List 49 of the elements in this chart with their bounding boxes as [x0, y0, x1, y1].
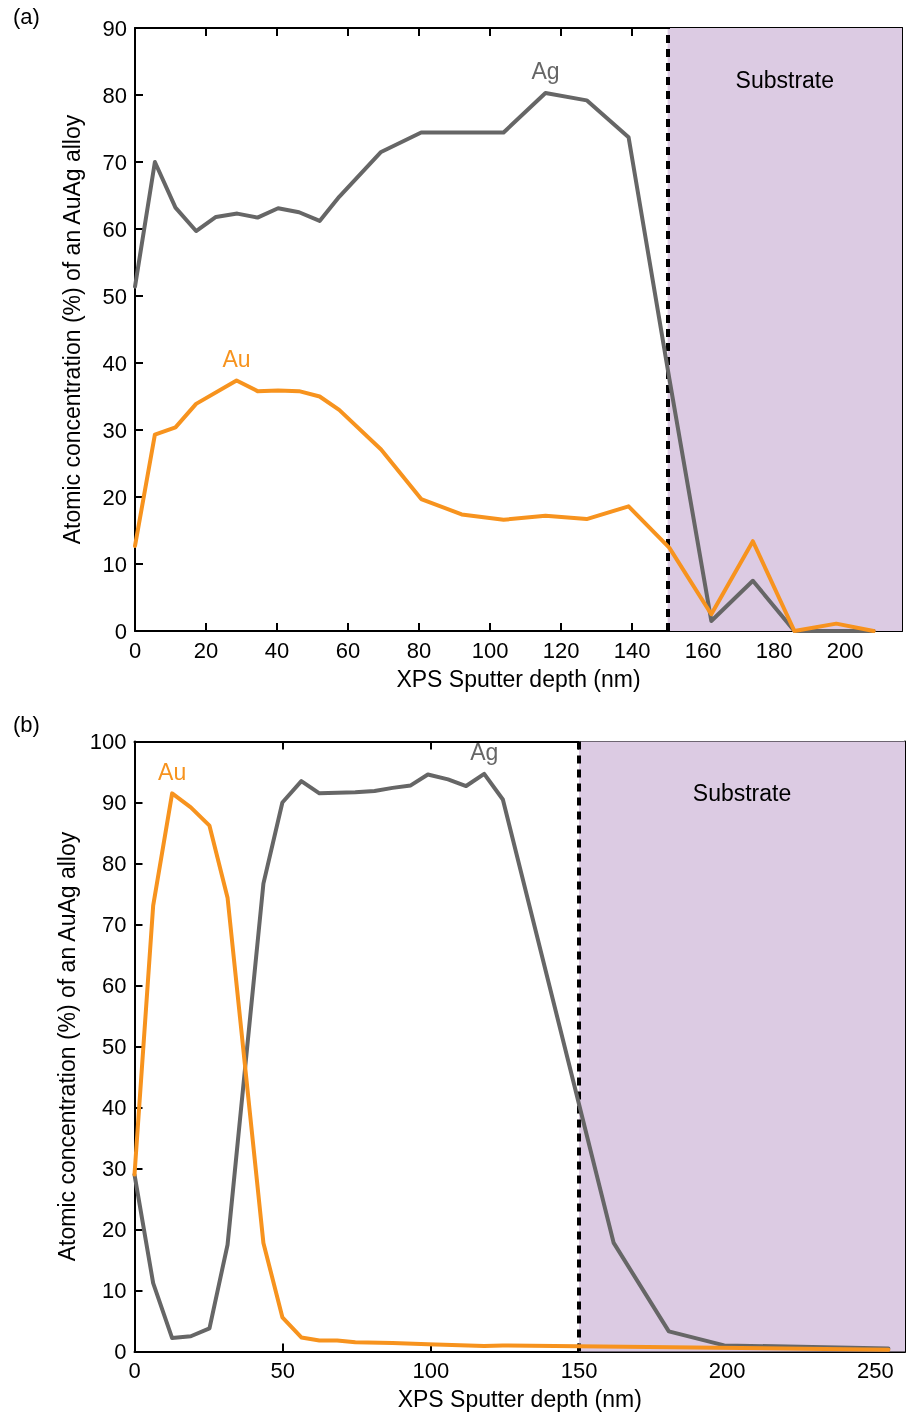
- x-tick-label: 180: [755, 637, 793, 663]
- x-tick-label: 150: [560, 1358, 598, 1383]
- x-tick-label: 140: [613, 637, 651, 663]
- x-tick-label: 40: [264, 637, 290, 663]
- y-axis-title: Atomic concentration (%) of an AuAg alloy: [54, 831, 81, 1262]
- y-tick-label: 50: [102, 1034, 127, 1059]
- band-label: Substrate: [735, 66, 835, 93]
- y-tick-label: 50: [102, 283, 127, 309]
- y-tick-label: 20: [102, 484, 127, 510]
- x-tick-label: 50: [270, 1358, 295, 1383]
- y-tick-label: 10: [102, 1278, 127, 1303]
- y-tick-label: 60: [102, 973, 127, 998]
- y-tick-label: 30: [102, 1156, 127, 1181]
- x-tick-label: 100: [471, 637, 509, 663]
- y-tick-label: 0: [114, 1339, 127, 1364]
- y-tick-label: 40: [102, 1095, 127, 1120]
- y-tick-label: 30: [102, 417, 127, 443]
- chart-title: (b): [13, 711, 40, 737]
- x-tick-label: 80: [406, 637, 432, 663]
- series-label: Ag: [531, 58, 560, 85]
- band-label: Substrate: [692, 780, 792, 806]
- y-tick-label: 100: [89, 729, 127, 754]
- x-axis-title: XPS Sputter depth (nm): [397, 1386, 642, 1412]
- y-tick-label: 70: [102, 912, 127, 937]
- series-label: Au: [158, 758, 187, 785]
- x-tick-label: 120: [542, 637, 580, 663]
- y-tick-label: 0: [114, 618, 127, 644]
- x-tick-label: 160: [684, 637, 722, 663]
- x-tick-label: 100: [412, 1358, 450, 1383]
- y-tick-label: 20: [102, 1217, 127, 1242]
- series-label: Au: [222, 345, 251, 372]
- x-tick-label: 20: [193, 637, 219, 663]
- y-tick-label: 90: [102, 15, 127, 41]
- y-tick-label: 90: [102, 790, 127, 815]
- y-tick-label: 40: [102, 350, 127, 376]
- y-tick-label: 60: [102, 216, 127, 242]
- x-tick-label: 60: [335, 637, 361, 663]
- x-tick-label: 200: [708, 1358, 746, 1383]
- x-tick-label: 250: [857, 1358, 894, 1383]
- y-tick-label: 80: [102, 851, 127, 876]
- y-tick-label: 70: [102, 149, 127, 175]
- y-tick-label: 10: [102, 551, 127, 577]
- y-tick-label: 80: [102, 82, 127, 108]
- line-series: [133, 378, 876, 633]
- x-axis-title: XPS Sputter depth (nm): [396, 665, 641, 692]
- y-axis-title: Atomic concentration (%) of an AuAg alloy: [58, 114, 85, 545]
- series-label: Ag: [470, 739, 499, 766]
- x-tick-label: 200: [826, 637, 864, 663]
- chart-title: (a): [13, 3, 40, 29]
